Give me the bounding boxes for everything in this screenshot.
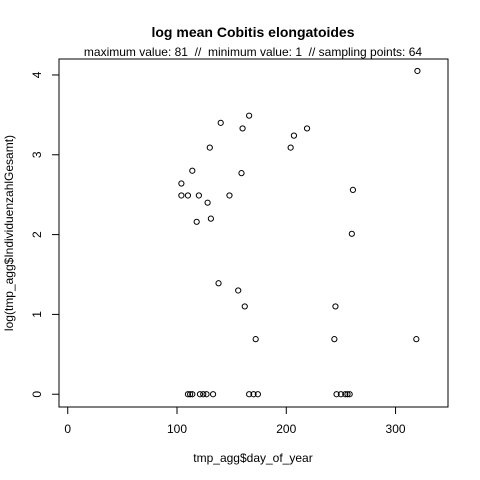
data-point <box>349 186 357 193</box>
data-point <box>414 67 421 75</box>
x-axis-label: tmp_agg$day_of_year <box>193 451 312 465</box>
y-axis-label: log(tmp_agg$IndividuenzahlGesamt) <box>2 135 16 331</box>
x-tick-label: 300 <box>386 422 406 436</box>
y-tick-label: 3 <box>30 151 44 158</box>
data-point <box>303 125 311 132</box>
data-point <box>332 303 339 310</box>
data-point <box>252 336 259 343</box>
data-point <box>250 391 257 398</box>
x-tick-label: 0 <box>64 422 71 436</box>
data-point <box>178 180 185 187</box>
data-point <box>184 192 192 199</box>
data-point <box>239 125 246 132</box>
y-tick-label: 0 <box>30 391 44 398</box>
data-point <box>184 391 192 398</box>
chart-title: log mean Cobitis elongatoides <box>151 24 354 40</box>
data-point <box>241 303 248 310</box>
y-tick-label: 2 <box>30 231 44 238</box>
data-point <box>196 391 204 398</box>
plot-frame <box>58 58 449 408</box>
data-points <box>178 67 421 398</box>
data-point <box>193 218 200 225</box>
data-point <box>346 391 353 398</box>
x-tick-label: 100 <box>167 422 187 436</box>
chart-subtitle: maximum value: 81 // minimum value: 1 //… <box>84 45 422 59</box>
data-point <box>333 391 340 398</box>
data-point <box>187 391 194 398</box>
data-point <box>206 144 213 151</box>
data-point <box>254 391 261 398</box>
data-point <box>290 132 298 139</box>
data-point <box>204 199 211 206</box>
y-axis: 0 1 2 3 4 <box>30 71 60 398</box>
data-point <box>342 391 349 398</box>
data-point <box>207 215 214 222</box>
data-point <box>217 119 224 126</box>
data-point <box>215 280 222 287</box>
data-point <box>413 336 420 343</box>
data-point <box>200 391 207 398</box>
data-point <box>189 391 196 398</box>
data-point <box>238 170 245 177</box>
x-axis: 0 100 200 300 <box>64 406 406 436</box>
y-tick-label: 4 <box>30 71 44 78</box>
data-point <box>337 391 345 398</box>
data-point <box>246 391 253 398</box>
data-point <box>203 391 210 398</box>
data-point <box>189 167 196 174</box>
data-point <box>246 112 253 119</box>
data-point <box>226 192 233 199</box>
data-point <box>195 192 202 199</box>
data-point <box>287 144 294 151</box>
data-point <box>209 391 217 398</box>
data-point <box>178 192 185 199</box>
x-tick-label: 200 <box>276 422 296 436</box>
data-point <box>235 287 242 294</box>
data-point <box>348 230 355 237</box>
data-point <box>344 391 351 398</box>
data-point <box>331 336 338 343</box>
y-tick-label: 1 <box>30 311 44 318</box>
